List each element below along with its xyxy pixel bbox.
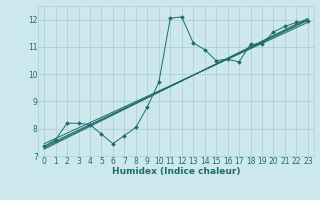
X-axis label: Humidex (Indice chaleur): Humidex (Indice chaleur): [112, 167, 240, 176]
